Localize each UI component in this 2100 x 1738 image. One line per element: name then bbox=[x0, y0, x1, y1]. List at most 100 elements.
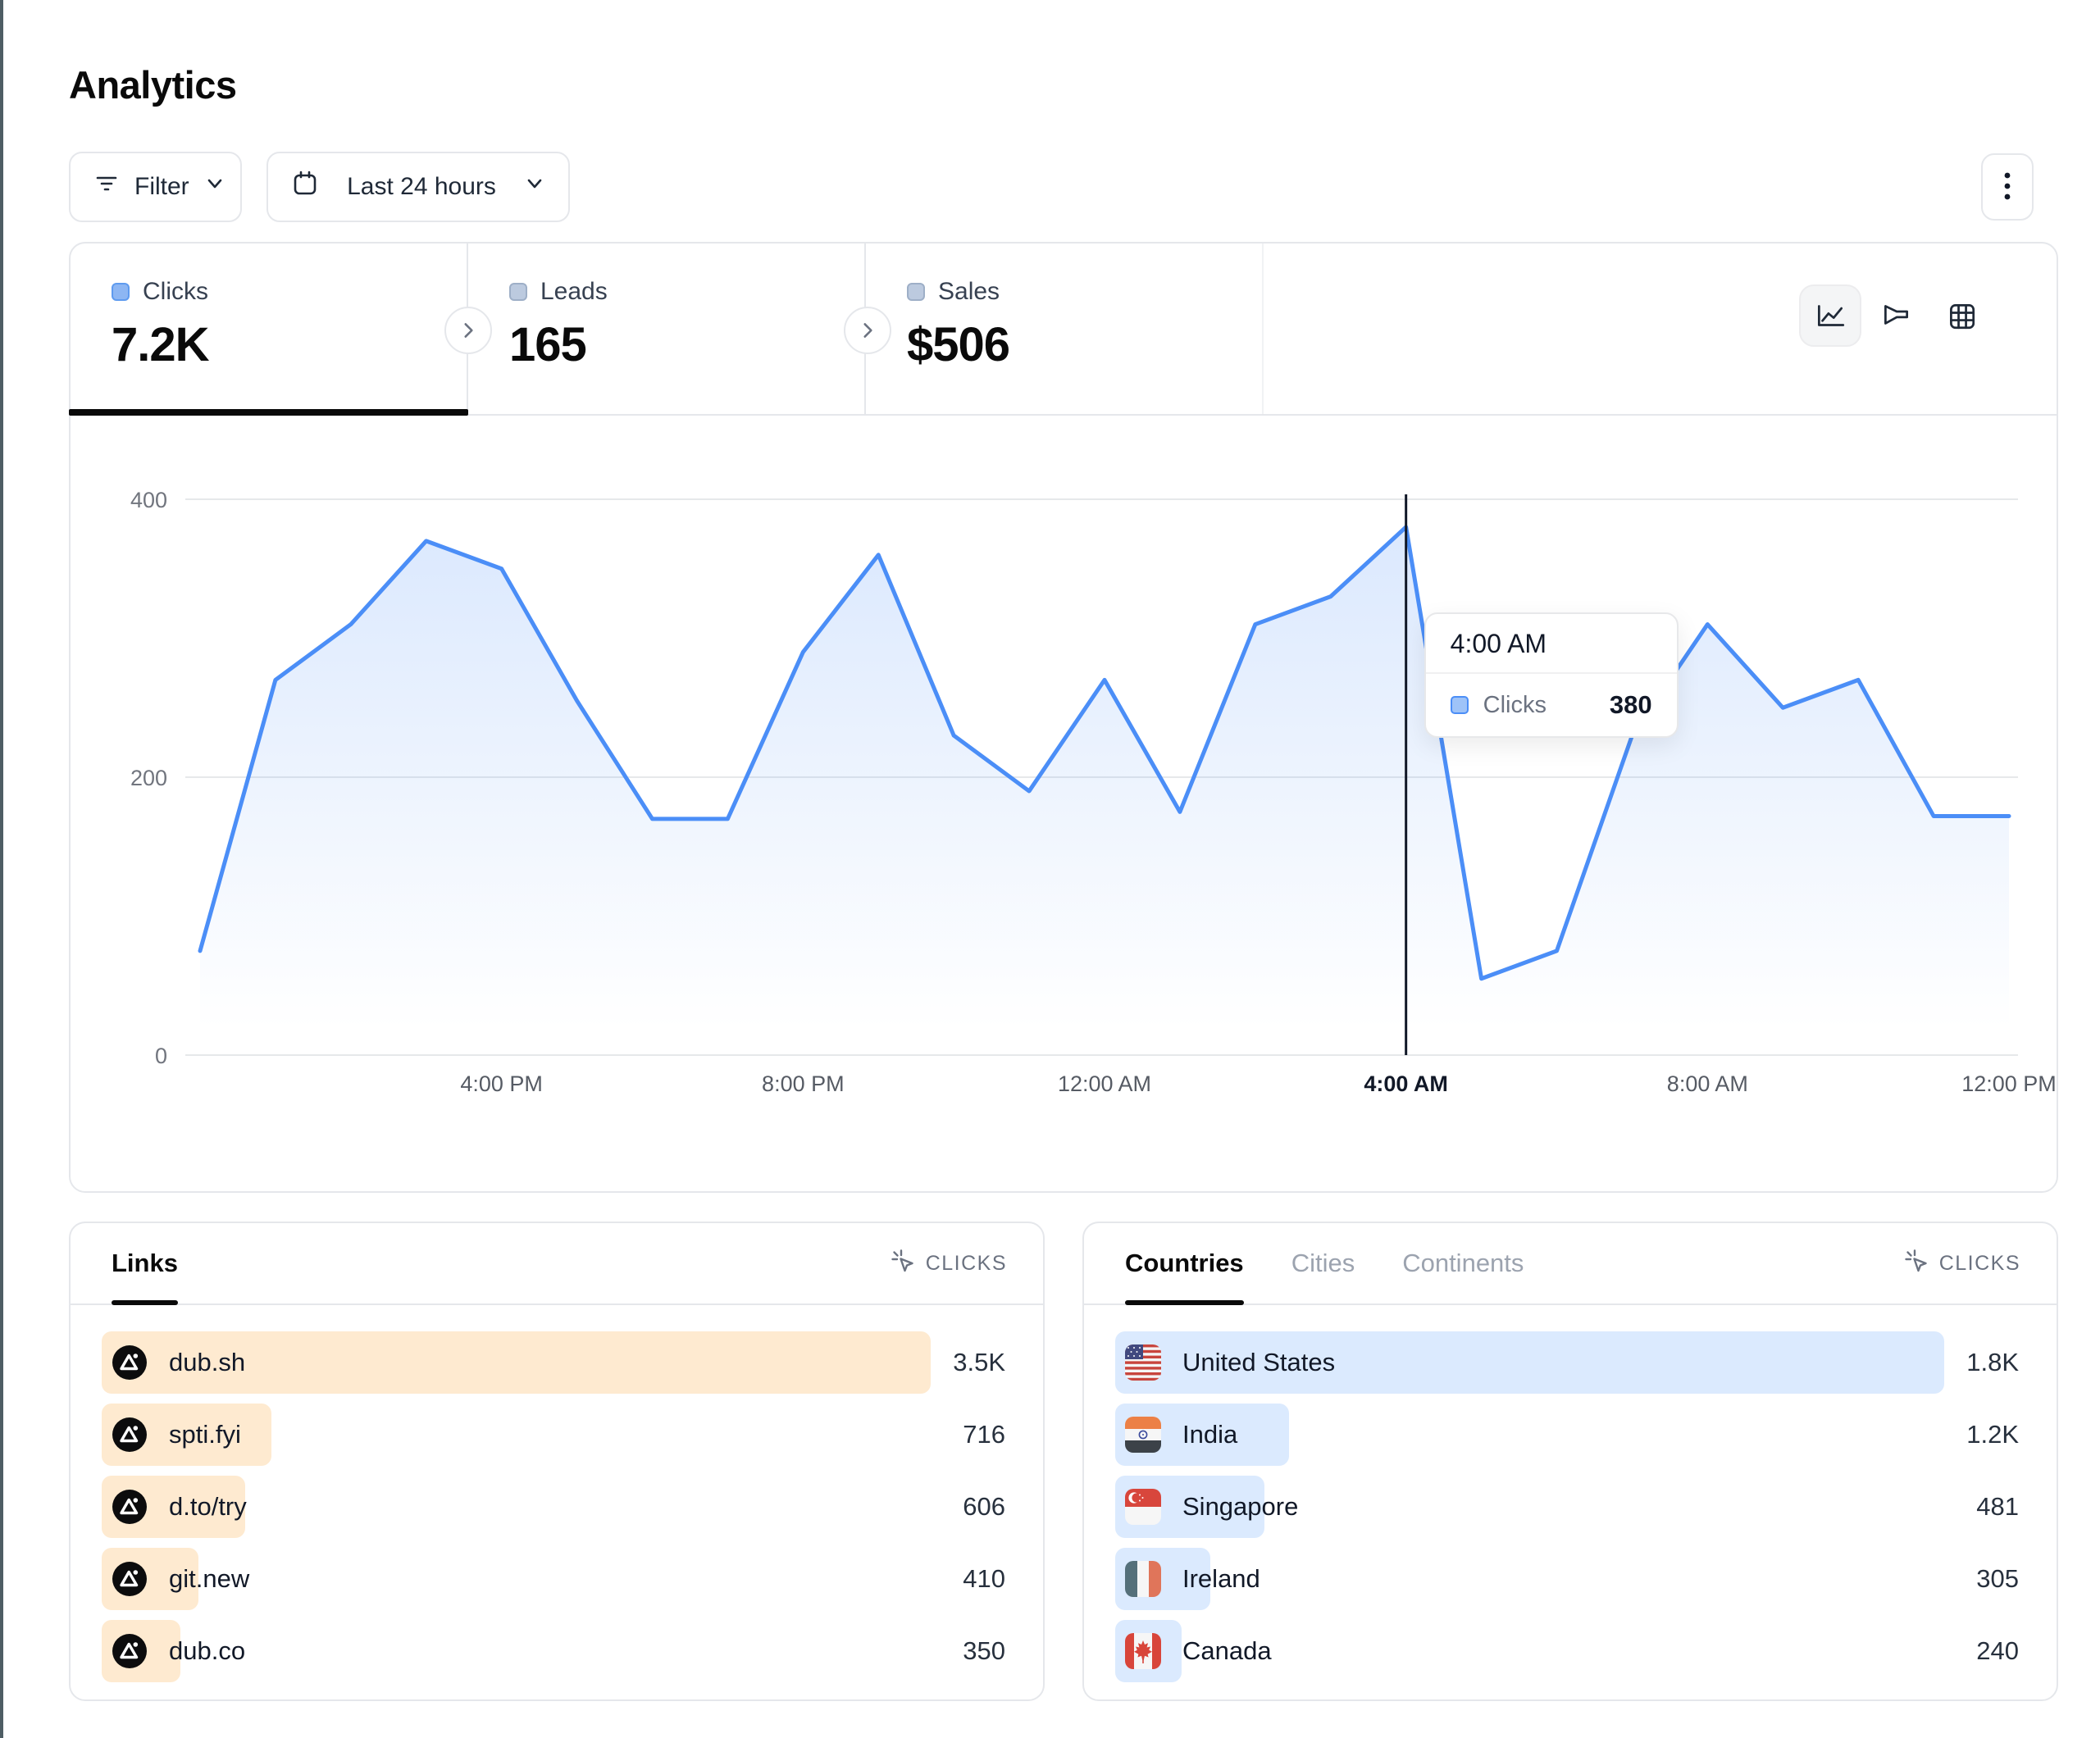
list-item-value: 716 bbox=[963, 1420, 1005, 1449]
clicks-legend-square bbox=[112, 283, 130, 301]
date-range-button[interactable]: Last 24 hours bbox=[266, 152, 570, 222]
list-item[interactable]: d.to/try 606 bbox=[102, 1476, 1012, 1538]
list-item-value: 1.2K bbox=[1966, 1420, 2019, 1449]
links-panel: Links CLICKS dub.sh 3.5K spti.fyi bbox=[69, 1222, 1045, 1701]
list-item-icon bbox=[112, 1561, 148, 1597]
leads-legend-square bbox=[509, 283, 527, 301]
svg-text:8:00 AM: 8:00 AM bbox=[1667, 1071, 1748, 1096]
list-item[interactable]: Singapore 481 bbox=[1115, 1476, 2025, 1538]
chevron-down-icon bbox=[204, 173, 225, 201]
sales-label: Sales bbox=[938, 278, 1000, 305]
tab-links[interactable]: Links bbox=[112, 1223, 178, 1305]
list-item-label: Ireland bbox=[1182, 1564, 1260, 1593]
flag-singapore-icon bbox=[1125, 1489, 1161, 1525]
more-options-button[interactable] bbox=[1981, 153, 2034, 221]
list-item[interactable]: git.new 410 bbox=[102, 1548, 1012, 1610]
countries-metric-badge[interactable]: CLICKS bbox=[1903, 1248, 2020, 1280]
expand-leads-button[interactable] bbox=[844, 307, 891, 354]
filter-button-label: Filter bbox=[134, 173, 189, 200]
cursor-click-icon bbox=[1903, 1248, 1929, 1280]
list-item[interactable]: dub.co 350 bbox=[102, 1620, 1012, 1682]
window-edge bbox=[0, 0, 3, 1738]
list-item-value: 240 bbox=[1976, 1636, 2019, 1665]
clicks-chart[interactable]: 400 200 0 4:00 PM 8:00 PM 12:00 AM 4:00 AM 8:00… bbox=[71, 416, 2060, 1194]
tooltip-value: 380 bbox=[1609, 690, 1652, 719]
list-item-value: 410 bbox=[963, 1564, 1005, 1593]
list-item-value: 481 bbox=[1976, 1492, 2019, 1521]
filter-icon bbox=[93, 171, 120, 203]
svg-text:400: 400 bbox=[130, 488, 167, 512]
list-item-bar bbox=[1115, 1331, 1945, 1394]
svg-text:12:00 AM: 12:00 AM bbox=[1058, 1071, 1151, 1096]
list-item-value: 1.8K bbox=[1966, 1348, 2019, 1376]
list-item-icon bbox=[112, 1633, 148, 1669]
tooltip-time: 4:00 AM bbox=[1425, 614, 1677, 674]
tab-leads[interactable]: Leads 165 bbox=[468, 243, 866, 414]
list-item-label: Singapore bbox=[1182, 1492, 1299, 1521]
list-item-label: Canada bbox=[1182, 1636, 1272, 1665]
cursor-click-icon bbox=[890, 1248, 916, 1280]
clicks-label: Clicks bbox=[143, 278, 208, 305]
list-item[interactable]: India 1.2K bbox=[1115, 1404, 2025, 1466]
list-item-label: India bbox=[1182, 1420, 1238, 1449]
countries-list: United States 1.8K India 1.2K Singapore … bbox=[1115, 1331, 2025, 1682]
links-list: dub.sh 3.5K spti.fyi 716 d.to/try 606 gi… bbox=[102, 1331, 1012, 1682]
clicks-value: 7.2K bbox=[112, 318, 210, 371]
list-item-label: United States bbox=[1182, 1348, 1336, 1376]
tooltip-series-label: Clicks bbox=[1483, 691, 1547, 718]
svg-text:4:00 AM: 4:00 AM bbox=[1364, 1071, 1448, 1096]
tab-sales[interactable]: Sales $506 bbox=[866, 243, 1264, 414]
tab-cities[interactable]: Cities bbox=[1291, 1249, 1355, 1277]
list-item-label: d.to/try bbox=[169, 1492, 247, 1521]
svg-text:200: 200 bbox=[130, 766, 167, 790]
list-item-icon bbox=[112, 1417, 148, 1453]
sales-value: $506 bbox=[907, 318, 1010, 371]
list-item-value: 606 bbox=[963, 1492, 1005, 1521]
links-metric-label: CLICKS bbox=[925, 1251, 1007, 1275]
links-metric-badge[interactable]: CLICKS bbox=[890, 1248, 1007, 1280]
dub-logo-avatar bbox=[112, 1489, 148, 1525]
page-title: Analytics bbox=[69, 63, 237, 107]
tab-continents[interactable]: Continents bbox=[1402, 1249, 1524, 1277]
dub-logo-avatar bbox=[112, 1561, 148, 1597]
flag-united-states-icon bbox=[1125, 1344, 1161, 1381]
expand-clicks-button[interactable] bbox=[444, 307, 492, 354]
list-item-value: 3.5K bbox=[953, 1348, 1005, 1376]
filter-button[interactable]: Filter bbox=[69, 152, 242, 222]
date-range-label: Last 24 hours bbox=[347, 173, 496, 200]
list-item[interactable]: spti.fyi 716 bbox=[102, 1404, 1012, 1466]
list-item-label: spti.fyi bbox=[169, 1420, 241, 1449]
list-item-icon bbox=[112, 1489, 148, 1525]
analytics-card: Clicks 7.2K Leads 165 Sales $506 bbox=[69, 242, 2058, 1193]
svg-text:4:00 PM: 4:00 PM bbox=[460, 1071, 543, 1096]
tab-countries[interactable]: Countries bbox=[1125, 1223, 1244, 1305]
dub-logo-avatar bbox=[112, 1633, 148, 1669]
leads-label: Leads bbox=[540, 278, 608, 305]
chevron-down-icon bbox=[524, 173, 545, 201]
list-item-icon bbox=[1125, 1561, 1161, 1597]
list-item-label: dub.sh bbox=[169, 1348, 246, 1376]
svg-text:12:00 PM: 12:00 PM bbox=[1961, 1071, 2057, 1096]
dub-logo-avatar bbox=[112, 1344, 148, 1381]
list-item[interactable]: Ireland 305 bbox=[1115, 1548, 2025, 1610]
flag-canada-icon bbox=[1125, 1633, 1161, 1669]
list-item-icon bbox=[1125, 1489, 1161, 1525]
calendar-icon bbox=[291, 170, 319, 204]
list-item[interactable]: dub.sh 3.5K bbox=[102, 1331, 1012, 1394]
list-item[interactable]: Canada 240 bbox=[1115, 1620, 2025, 1682]
list-item-bar bbox=[102, 1331, 932, 1394]
svg-text:0: 0 bbox=[155, 1044, 167, 1068]
tab-clicks[interactable]: Clicks 7.2K bbox=[69, 243, 468, 416]
table-view-button[interactable] bbox=[1930, 284, 1993, 347]
tooltip-legend-square bbox=[1450, 696, 1469, 714]
flag-ireland-icon bbox=[1125, 1561, 1161, 1597]
dub-logo-avatar bbox=[112, 1417, 148, 1453]
list-item-icon bbox=[112, 1344, 148, 1381]
line-chart-view-button[interactable] bbox=[1799, 284, 1861, 347]
funnel-view-button[interactable] bbox=[1865, 284, 1927, 347]
countries-metric-label: CLICKS bbox=[1938, 1251, 2020, 1275]
list-item[interactable]: United States 1.8K bbox=[1115, 1331, 2025, 1394]
list-item-label: git.new bbox=[169, 1564, 250, 1593]
flag-india-icon bbox=[1125, 1417, 1161, 1453]
